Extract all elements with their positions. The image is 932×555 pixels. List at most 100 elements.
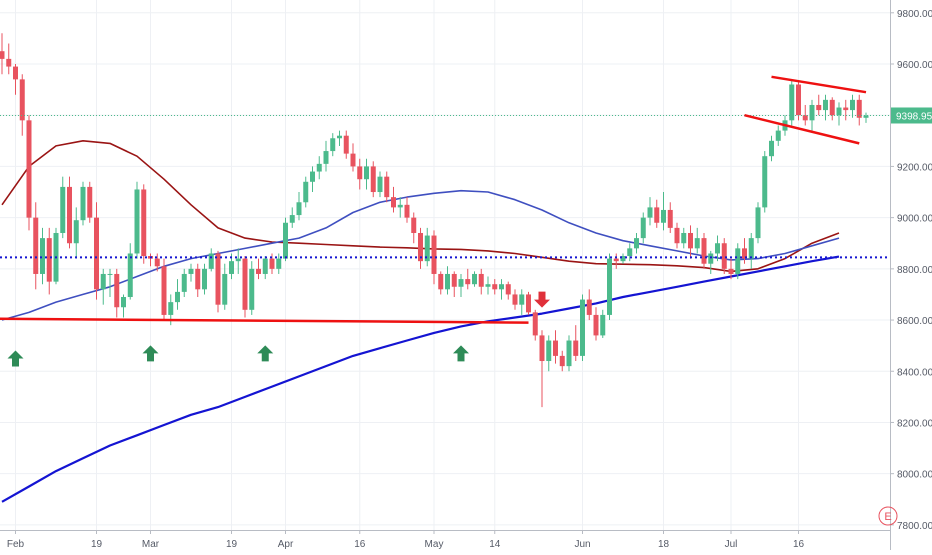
- candle-body: [94, 217, 99, 290]
- candle-body: [100, 273, 106, 290]
- candle-body: [458, 279, 464, 287]
- candle-body: [573, 340, 579, 356]
- candle-body: [80, 186, 86, 221]
- candle-body: [823, 99, 828, 111]
- candle-body: [620, 256, 626, 262]
- candle-body: [6, 58, 12, 67]
- time-tick-label: Apr: [278, 539, 294, 550]
- candle-body: [445, 273, 450, 290]
- candle-body: [472, 273, 477, 285]
- candle-body: [296, 202, 302, 216]
- time-tick-label: 14: [489, 539, 501, 550]
- time-tick-label: 16: [354, 539, 366, 550]
- price-axis[interactable]: 7800.00 8000.00 8200.00 8400.00 8600.00 8800.…: [890, 0, 932, 550]
- candle-body: [276, 258, 282, 269]
- channel-upper-line: [771, 75, 867, 94]
- candle-body: [343, 135, 349, 154]
- time-tick-label: May: [425, 539, 444, 550]
- ma-short-line: [1, 189, 840, 321]
- candle-body: [431, 235, 437, 274]
- candle-body: [789, 84, 795, 121]
- arrow-up-icon: [257, 345, 274, 362]
- candle-body: [647, 207, 653, 218]
- candle-body: [134, 189, 140, 254]
- candle-body: [384, 176, 390, 198]
- candle-body: [613, 258, 619, 262]
- candle-body: [661, 209, 666, 223]
- candle-body: [289, 215, 295, 223]
- candle-body: [330, 138, 336, 152]
- candle-body: [168, 302, 174, 315]
- candle-body: [337, 135, 342, 139]
- candle-body: [121, 297, 126, 308]
- candle-body: [40, 238, 45, 274]
- candle-body: [796, 84, 801, 116]
- candle-body: [13, 66, 18, 80]
- candle-body: [829, 99, 835, 116]
- candle-body: [863, 115, 869, 118]
- logo-circle: [878, 506, 898, 526]
- last-price-tag: 9398.95: [891, 107, 932, 124]
- candle-body: [310, 171, 315, 182]
- candle-body: [188, 268, 194, 274]
- candle-body: [418, 232, 423, 262]
- candle-body: [499, 284, 504, 290]
- time-tick-label: 18: [658, 539, 670, 550]
- candle-body: [208, 253, 214, 269]
- time-tick-label: Jul: [725, 539, 738, 550]
- candle-body: [566, 340, 572, 367]
- candle-body: [485, 284, 491, 287]
- candle-body: [640, 217, 646, 239]
- price-tick-label: 7800.00: [897, 521, 932, 532]
- candle-body: [856, 99, 862, 118]
- candle-body: [701, 238, 707, 264]
- candle-body: [424, 235, 430, 262]
- last-price-label: 9398.95: [896, 111, 932, 122]
- chart-logo[interactable]: E: [878, 506, 898, 526]
- candle-body: [627, 248, 633, 257]
- candle-body: [127, 253, 133, 298]
- price-tick-label: 9200.00: [897, 162, 932, 173]
- candle-body: [19, 79, 25, 121]
- candle-body: [350, 153, 356, 167]
- candle-body: [607, 258, 612, 315]
- candle-body: [769, 140, 774, 157]
- candle-body: [809, 104, 815, 121]
- candle-body: [323, 151, 329, 164]
- candle-body: [195, 268, 201, 290]
- candle-body: [802, 115, 808, 121]
- ma-long-line: [1, 255, 840, 503]
- time-tick-label: 16: [793, 539, 805, 550]
- price-tick-label: 9800.00: [897, 9, 932, 20]
- candle-body: [0, 51, 5, 59]
- candle-body: [721, 243, 727, 269]
- time-tick-label: 19: [91, 539, 103, 550]
- candle-body: [391, 197, 396, 208]
- arrow-down-icon: [534, 291, 550, 308]
- logo-icon: E: [884, 511, 891, 523]
- candle-body: [181, 273, 187, 292]
- candle-body: [215, 253, 221, 305]
- candle-body: [586, 299, 592, 315]
- time-tick-label: Mar: [142, 539, 160, 550]
- candle-body: [222, 273, 228, 305]
- candle-body: [546, 340, 552, 362]
- candle-body: [67, 186, 72, 244]
- candle-body: [667, 209, 673, 228]
- channel-lower-line: [744, 114, 860, 145]
- candle-body: [73, 220, 79, 244]
- grid-lines: [0, 0, 890, 530]
- candle-body: [512, 294, 518, 305]
- candle-body: [775, 130, 781, 141]
- time-tick-label: 19: [226, 539, 238, 550]
- candle-body: [492, 284, 498, 290]
- candle-body: [843, 107, 849, 111]
- candle-body: [154, 258, 160, 267]
- candle-body: [836, 107, 842, 116]
- candle-body: [465, 279, 471, 285]
- price-tick-label: 8800.00: [897, 265, 932, 276]
- candle-body: [357, 166, 363, 180]
- time-axis[interactable]: Feb 19 Mar 19 Apr 16 May 14 Jun 18 Jul 16: [0, 530, 890, 550]
